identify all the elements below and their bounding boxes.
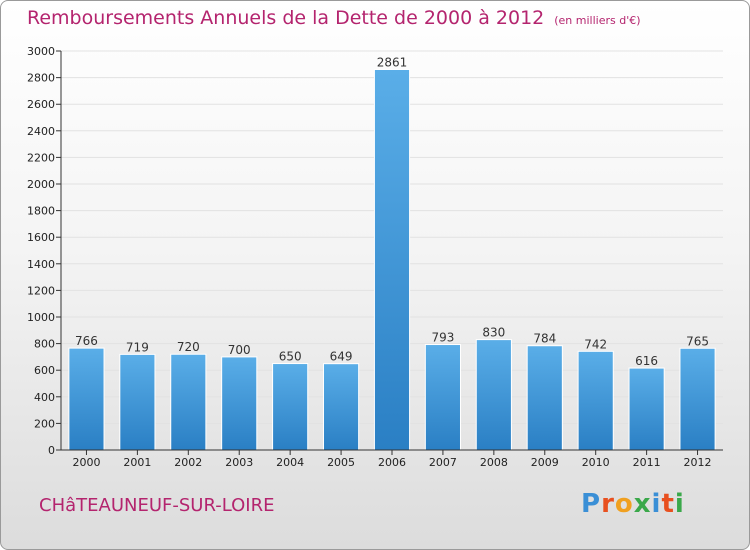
data-label: 650	[279, 350, 302, 364]
commune-name: CHâTEAUNEUF-SUR-LOIRE	[39, 495, 275, 516]
y-tick-label: 2600	[27, 98, 55, 111]
bars	[68, 68, 716, 451]
y-tick-label: 1400	[27, 258, 55, 271]
y-tick-label: 1200	[27, 284, 55, 297]
x-tick-label: 2006	[378, 456, 406, 469]
y-tick-label: 1800	[27, 205, 55, 218]
bar	[170, 353, 207, 451]
bar	[323, 363, 360, 451]
y-tick-label: 3000	[27, 45, 55, 58]
data-label: 616	[635, 354, 658, 368]
y-tick-label: 600	[34, 364, 55, 377]
bar	[68, 347, 105, 451]
x-tick-label: 2011	[633, 456, 661, 469]
chart-title-unit: (en milliers d'€)	[554, 14, 641, 27]
y-tick-label: 2400	[27, 125, 55, 138]
x-tick-label: 2002	[174, 456, 202, 469]
y-tick-label: 2800	[27, 72, 55, 85]
bar	[577, 350, 614, 451]
logo-letter: t	[661, 489, 675, 519]
logo-letter: P	[581, 489, 602, 519]
x-tick-label: 2007	[429, 456, 457, 469]
bar	[475, 339, 512, 451]
x-tick-label: 2003	[225, 456, 253, 469]
logo-letter: o	[614, 489, 634, 519]
x-tick-label: 2004	[276, 456, 304, 469]
bar	[272, 363, 309, 451]
data-label: 742	[584, 337, 607, 351]
y-tick-label: 200	[34, 417, 55, 430]
y-tick-label: 2200	[27, 151, 55, 164]
bar	[119, 353, 156, 451]
chart-title-main: Remboursements Annuels de la Dette de 20…	[27, 7, 545, 29]
data-label: 765	[686, 334, 709, 348]
bar	[424, 344, 461, 451]
y-tick-label: 400	[34, 391, 55, 404]
x-tick-label: 2005	[327, 456, 355, 469]
bar	[679, 347, 716, 451]
x-tick-label: 2009	[531, 456, 559, 469]
data-label: 784	[533, 332, 556, 346]
x-tick-label: 2001	[123, 456, 151, 469]
x-tick-label: 2012	[684, 456, 712, 469]
y-tick-label: 0	[48, 444, 55, 457]
x-tick-label: 2000	[72, 456, 100, 469]
data-label: 2861	[377, 55, 408, 69]
y-tick-label: 2000	[27, 178, 55, 191]
y-tick-label: 800	[34, 338, 55, 351]
labels: 0 200 400 600 800 1000 1200 1400 1600 1800 2000 220…	[27, 45, 712, 469]
x-tick-label: 2008	[480, 456, 508, 469]
data-label: 720	[177, 340, 200, 354]
data-label: 649	[330, 350, 353, 364]
bar	[373, 68, 411, 451]
logo-letter: x	[633, 489, 652, 519]
bar	[221, 356, 258, 451]
data-label: 793	[431, 331, 454, 345]
y-tick-label: 1600	[27, 231, 55, 244]
bar	[628, 367, 665, 451]
proxiti-logo: Proxiti	[581, 489, 685, 519]
data-label: 766	[75, 334, 98, 348]
chart-title: Remboursements Annuels de la Dette de 20…	[27, 7, 641, 29]
logo-letter: i	[651, 489, 662, 519]
logo-letter: r	[601, 489, 615, 519]
data-label: 830	[482, 326, 505, 340]
bar	[526, 345, 563, 451]
data-label: 700	[228, 343, 251, 357]
x-tick-label: 2010	[582, 456, 610, 469]
logo-letter: i	[674, 489, 685, 519]
axes	[56, 50, 723, 455]
y-tick-label: 1000	[27, 311, 55, 324]
data-label: 719	[126, 340, 149, 354]
